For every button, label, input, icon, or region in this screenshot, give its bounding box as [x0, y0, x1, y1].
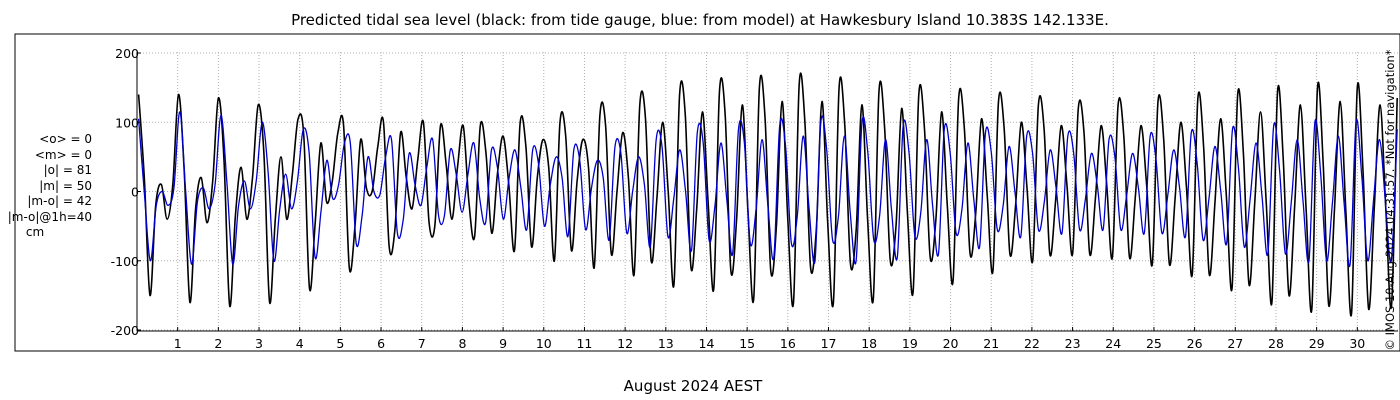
- x-tick-label: 28: [1268, 336, 1284, 351]
- chart-frame: [14, 33, 1400, 352]
- x-tick-label: 18: [861, 336, 877, 351]
- chart-title: Predicted tidal sea level (black: from t…: [291, 11, 1109, 29]
- x-tick-label: 11: [576, 336, 592, 351]
- x-tick-label: 3: [255, 336, 263, 351]
- y-tick-label: 100: [115, 115, 139, 130]
- x-tick-label: 19: [902, 336, 918, 351]
- x-tick-label: 22: [1024, 336, 1040, 351]
- x-tick-label: 24: [1105, 336, 1121, 351]
- x-tick-label: 25: [1146, 336, 1162, 351]
- x-tick-label: 13: [658, 336, 674, 351]
- x-tick-label: 27: [1227, 336, 1243, 351]
- stat-mean-obs: <o> = 0: [39, 132, 92, 146]
- x-tick-label: 7: [418, 336, 426, 351]
- x-axis-label: August 2024 AEST: [624, 377, 763, 395]
- x-tick-label: 20: [943, 336, 959, 351]
- y-ticks: -200 -100 0 100 200: [111, 46, 141, 338]
- y-tick-label: -100: [111, 254, 139, 269]
- x-tick-label: 9: [499, 336, 507, 351]
- x-tick-label: 2: [214, 336, 222, 351]
- x-tick-label: 12: [617, 336, 633, 351]
- x-tick-label: 6: [377, 336, 385, 351]
- x-tick-label: 15: [739, 336, 755, 351]
- x-tick-label: 1: [174, 336, 182, 351]
- copyright-note: © IMOS 10-Aug-2024 04:31:57. *Not for na…: [1383, 49, 1397, 351]
- stat-abs-obs: |o| = 81: [43, 163, 92, 177]
- series-line-gauge: [137, 72, 1398, 317]
- y-tick-label: -200: [111, 323, 139, 338]
- x-tick-label: 8: [458, 336, 466, 351]
- stat-abs-model: |m| = 50: [39, 178, 92, 193]
- x-tick-label: 30: [1349, 336, 1365, 351]
- x-tick-label: 23: [1065, 336, 1081, 351]
- stat-abs-diff-1h: |m-o|@1h=40: [7, 209, 92, 224]
- x-tick-label: 26: [1187, 336, 1203, 351]
- x-tick-label: 14: [699, 336, 715, 351]
- stat-mean-model: <m> = 0: [34, 147, 92, 162]
- x-tick-label: 5: [336, 336, 344, 351]
- x-tick-label: 10: [536, 336, 552, 351]
- x-tick-label: 21: [983, 336, 999, 351]
- stat-unit: cm: [25, 225, 45, 239]
- x-tick-label: 16: [780, 336, 796, 351]
- x-ticks: 1 2 3 4 5 6 7 8 9 10 11 12 13 14 15 16 17 18 19 20 21 22 23 24 2…: [174, 327, 1365, 351]
- y-tick-label: 0: [131, 185, 139, 200]
- y-tick-label: 200: [115, 46, 139, 61]
- x-tick-label: 17: [821, 336, 837, 351]
- series-line-model: [137, 111, 1398, 268]
- stat-abs-diff: |m-o| = 42: [27, 194, 92, 208]
- x-tick-label: 4: [296, 336, 304, 351]
- stats-panel: <o> = 0 <m> = 0 |o| = 81 |m| = 50 |m-o| …: [0, 132, 110, 241]
- series-group: [137, 72, 1398, 317]
- x-tick-label: 29: [1309, 336, 1325, 351]
